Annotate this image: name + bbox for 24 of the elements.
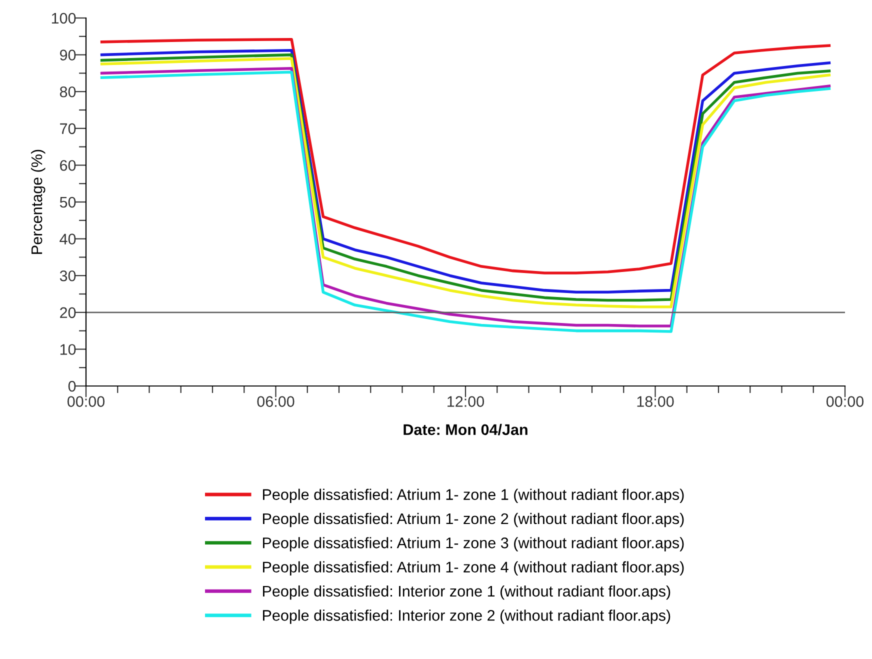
x-tick-label: 06:00 [257,396,294,407]
x-tick-label: 18:00 [637,396,674,407]
y-tick-label: 10 [60,344,76,355]
legend-label: People dissatisfied: Interior zone 1 (without radiant floor.aps) [263,585,670,600]
x-tick-label: 00:00 [67,396,105,407]
y-tick-label: 60 [60,160,76,171]
legend-label: People dissatisfied: Atrium 1- zone 2 (without radiant floor.aps) [263,512,684,528]
y-tick-label: 0 [68,380,76,392]
y-axis-title: Percentage (%) [30,150,46,254]
x-tick-label: 12:00 [448,396,484,407]
legend-label: People dissatisfied: Atrium 1- zone 1 (without radiant floor.aps) [263,488,684,503]
y-tick-label: 40 [60,234,76,244]
legend-label: People dissatisfied: Interior zone 2 (without radiant floor.aps) [263,610,670,624]
y-tick-label: 70 [60,123,76,134]
y-tick-label: 100 [52,12,76,24]
x-tick-label: 00:00 [826,396,864,407]
x-axis-title: Date: Mon 04/Jan [404,424,528,436]
legend-label: People dissatisfied: Atrium 1- zone 4 (without radiant floor.aps) [263,561,684,576]
y-tick-label: 30 [60,270,76,282]
y-tick-label: 50 [60,196,76,208]
legend-label: People dissatisfied: Atrium 1- zone 3 (without radiant floor.aps) [263,537,684,552]
y-tick-label: 20 [60,307,76,318]
y-tick-label: 80 [60,86,76,98]
y-tick-label: 90 [60,50,76,60]
